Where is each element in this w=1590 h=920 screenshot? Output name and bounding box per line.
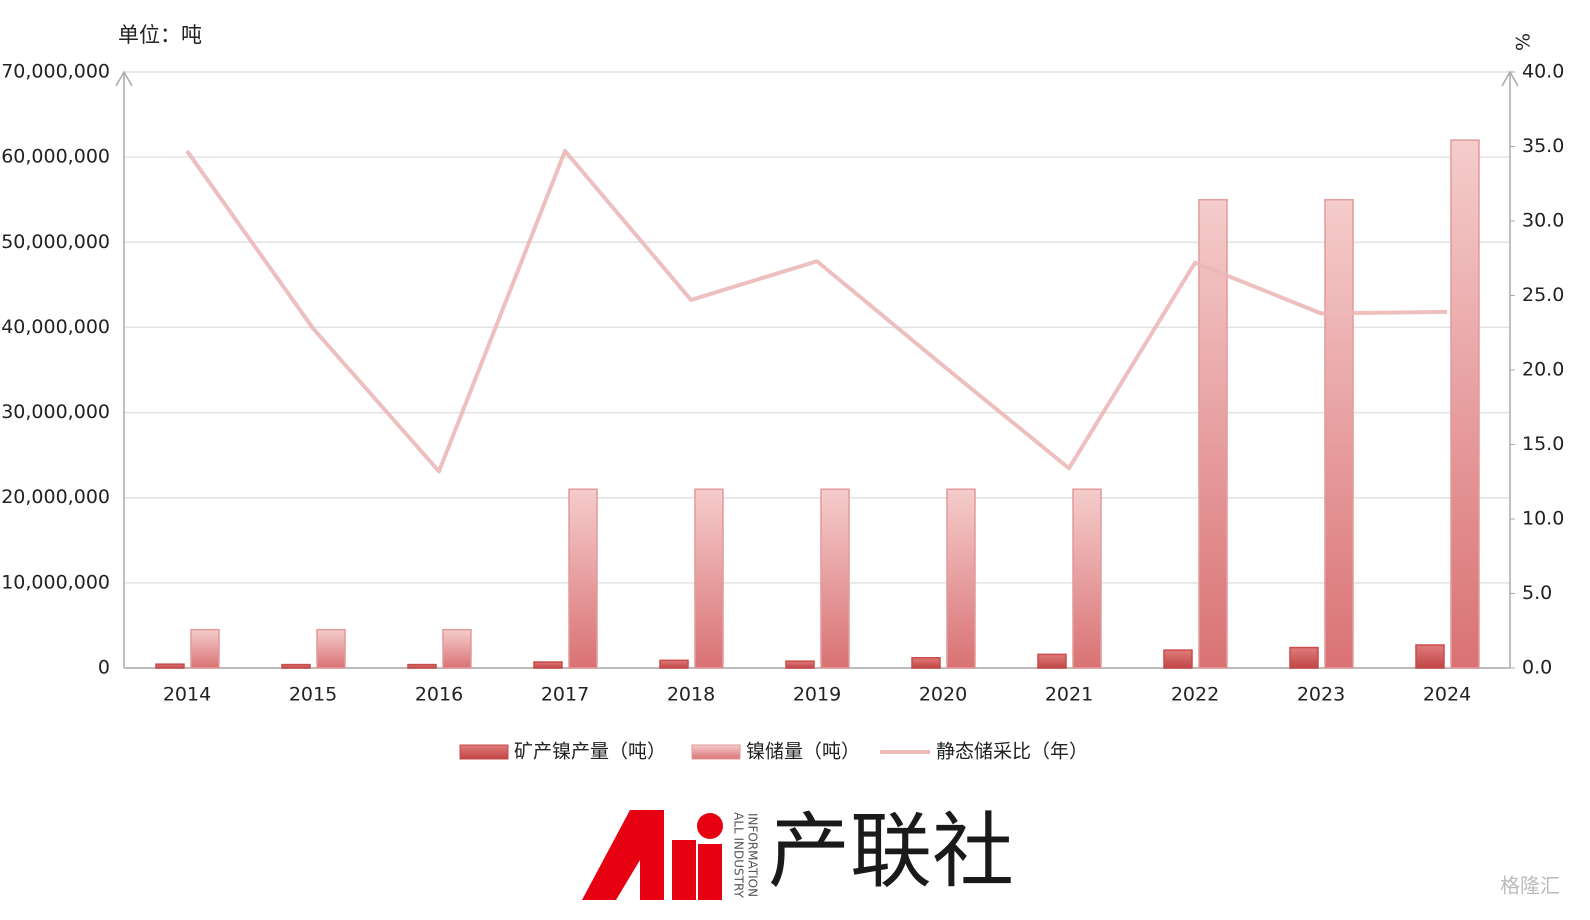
- y2-tick-label: 10.0: [1522, 508, 1564, 530]
- logo-mark: [672, 840, 696, 900]
- bar: [407, 663, 437, 669]
- logo-mark: [582, 810, 664, 900]
- bar: [659, 659, 689, 669]
- logo-tagline: ALL INDUSTRY: [732, 812, 746, 898]
- bar: [1289, 646, 1319, 669]
- logo-mark: [698, 844, 722, 900]
- y-tick-label: 0: [98, 657, 110, 679]
- legend-label: 镍储量（吨）: [746, 741, 860, 763]
- x-tick-label: 2018: [667, 684, 715, 706]
- bar: [316, 628, 346, 669]
- legend-label: 矿产镍产量（吨）: [514, 741, 666, 763]
- y2-tick-label: 0.0: [1522, 657, 1552, 679]
- y-tick-label: 50,000,000: [1, 231, 110, 253]
- unit-label: 单位：吨: [118, 23, 202, 47]
- bar: [785, 660, 815, 669]
- x-tick-label: 2024: [1423, 684, 1471, 706]
- bar: [1415, 644, 1445, 669]
- legend-swatch: [691, 744, 741, 760]
- bar: [1198, 198, 1228, 669]
- x-tick-label: 2017: [541, 684, 589, 706]
- bar: [1037, 653, 1067, 669]
- y-tick-label: 30,000,000: [1, 401, 110, 423]
- logo-name: 产联社: [768, 805, 1014, 900]
- y2-tick-label: 20.0: [1522, 359, 1564, 381]
- bar: [1324, 198, 1354, 669]
- y-tick-label: 20,000,000: [1, 486, 110, 508]
- x-tick-label: 2019: [793, 684, 841, 706]
- bar: [820, 488, 850, 669]
- x-tick-label: 2020: [919, 684, 967, 706]
- line: [185, 148, 1448, 474]
- legend-label: 静态储采比（年）: [936, 741, 1088, 763]
- bar: [155, 663, 185, 669]
- y2-unit-label: %: [1513, 33, 1535, 51]
- y-axis-arrow: [115, 70, 133, 87]
- bar: [694, 488, 724, 669]
- x-tick-label: 2022: [1171, 684, 1219, 706]
- bar: [1450, 139, 1480, 669]
- bar: [946, 488, 976, 669]
- y-tick-label: 40,000,000: [1, 316, 110, 338]
- y2-tick-label: 35.0: [1522, 135, 1564, 157]
- bar: [911, 657, 941, 669]
- y2-tick-label: 5.0: [1522, 582, 1552, 604]
- bar: [1163, 649, 1193, 669]
- x-tick-label: 2016: [415, 684, 463, 706]
- logo-tagline: INFORMATION: [746, 813, 760, 897]
- x-tick-label: 2014: [163, 684, 211, 706]
- legend-swatch: [459, 744, 509, 760]
- bar: [190, 628, 220, 669]
- logo-mark: [697, 813, 723, 839]
- x-tick-label: 2023: [1297, 684, 1345, 706]
- logo: ALL INDUSTRY INFORMATION 产联社: [582, 805, 1014, 900]
- y2-tick-label: 30.0: [1522, 210, 1564, 232]
- bar: [568, 488, 598, 669]
- x-tick-label: 2021: [1045, 684, 1093, 706]
- bar: [533, 661, 563, 669]
- y2-tick-label: 40.0: [1522, 61, 1564, 83]
- x-tick-label: 2015: [289, 684, 337, 706]
- watermark: 格隆汇: [1500, 874, 1560, 898]
- y-tick-label: 70,000,000: [1, 61, 110, 83]
- bar: [442, 628, 472, 669]
- bar: [1072, 488, 1102, 669]
- y-tick-label: 10,000,000: [1, 571, 110, 593]
- bar: [281, 663, 311, 669]
- y-tick-label: 60,000,000: [1, 146, 110, 168]
- y2-tick-label: 25.0: [1522, 284, 1564, 306]
- y2-tick-label: 15.0: [1522, 433, 1564, 455]
